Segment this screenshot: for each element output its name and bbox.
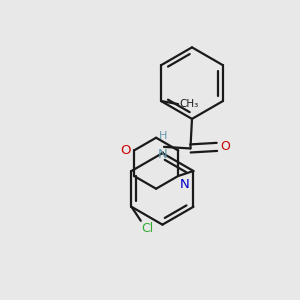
Text: CH₃: CH₃ [179, 99, 199, 109]
Text: N: N [179, 178, 189, 191]
Text: O: O [120, 144, 130, 157]
Text: N: N [158, 148, 168, 160]
Text: O: O [220, 140, 230, 153]
Text: Cl: Cl [142, 222, 154, 235]
Text: H: H [159, 131, 167, 141]
